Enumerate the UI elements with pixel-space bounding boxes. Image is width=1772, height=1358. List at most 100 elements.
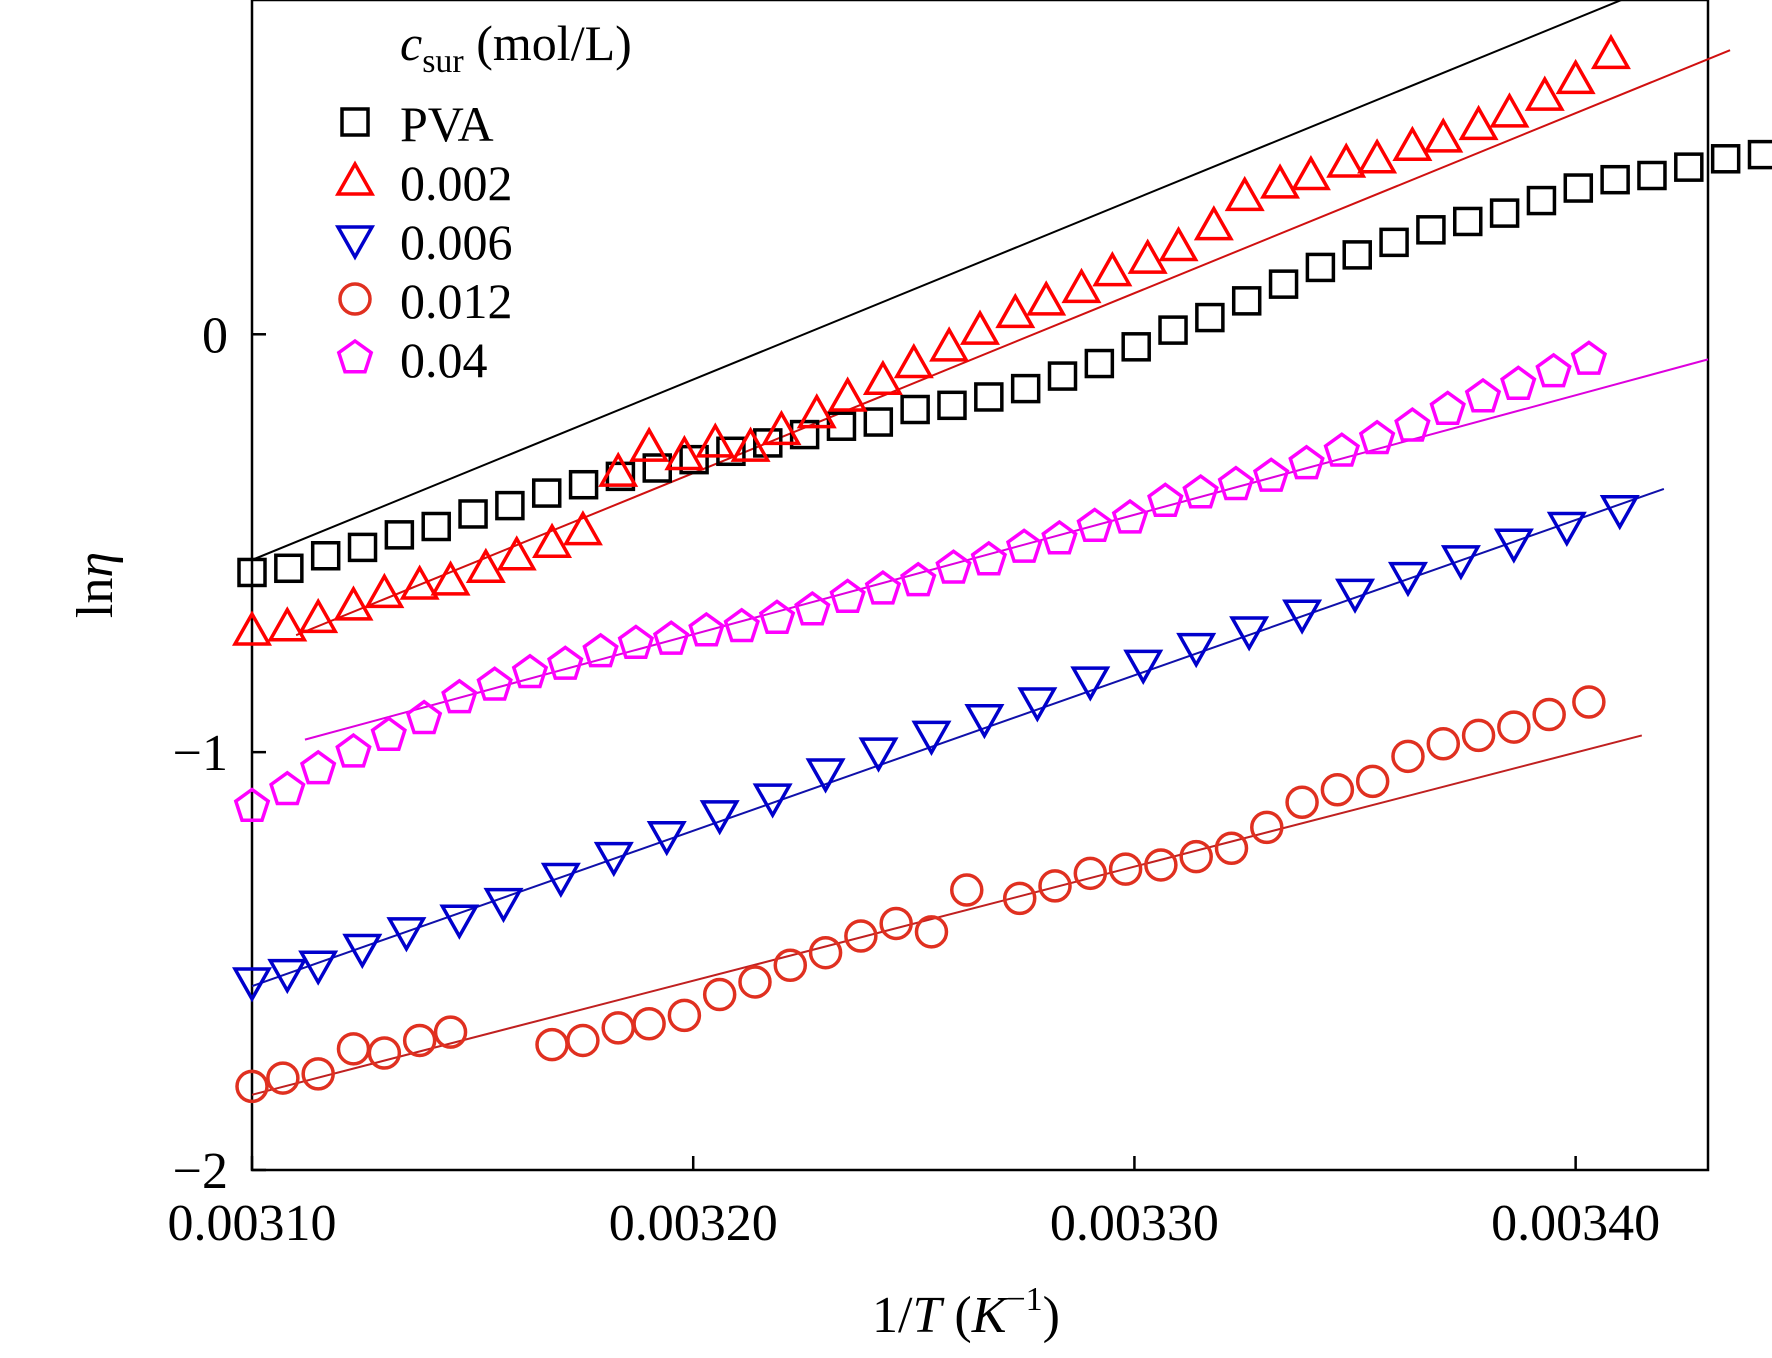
point-0-006 bbox=[1493, 528, 1534, 564]
point-0-012 bbox=[1144, 848, 1178, 882]
point-pva bbox=[421, 511, 451, 542]
point-0-002 bbox=[1026, 280, 1067, 316]
series-0-012 bbox=[235, 685, 1606, 1104]
point-0-04 bbox=[1570, 340, 1608, 375]
point-0-002 bbox=[1555, 58, 1596, 95]
legend-label-0-002: 0.002 bbox=[400, 155, 513, 211]
point-0-012 bbox=[950, 873, 984, 907]
point-0-04 bbox=[723, 607, 760, 643]
point-pva bbox=[1047, 361, 1078, 391]
x-tick-label: 0.00330 bbox=[1050, 1195, 1219, 1252]
fit-line-pva bbox=[251, 0, 1625, 561]
point-0-002 bbox=[298, 597, 339, 634]
point-0-012 bbox=[433, 1015, 468, 1049]
point-0-04 bbox=[1252, 457, 1290, 492]
point-0-012 bbox=[367, 1036, 402, 1070]
point-0-04 bbox=[547, 645, 584, 680]
point-pva bbox=[1158, 315, 1188, 345]
point-0-04 bbox=[511, 653, 549, 689]
point-pva bbox=[1710, 144, 1741, 174]
point-pva bbox=[1379, 227, 1409, 258]
point-0-012 bbox=[1355, 764, 1390, 799]
point-0-012 bbox=[844, 919, 878, 953]
point-0-04 bbox=[617, 624, 655, 660]
point-0-012 bbox=[566, 1023, 600, 1058]
point-0-002 bbox=[1392, 125, 1433, 161]
point-0-006 bbox=[1335, 578, 1376, 614]
point-0-012 bbox=[738, 965, 772, 999]
point-0-002 bbox=[496, 535, 537, 571]
point-0-006 bbox=[858, 737, 899, 773]
point-0-04 bbox=[1535, 352, 1572, 388]
point-0-012 bbox=[1073, 856, 1108, 891]
point-pva bbox=[679, 444, 709, 475]
point-pva bbox=[458, 499, 488, 529]
x-axis-title: 1/T (K−1) bbox=[872, 1281, 1060, 1344]
point-0-012 bbox=[1250, 810, 1284, 845]
point-0-012 bbox=[1038, 869, 1072, 903]
point-pva bbox=[1010, 373, 1041, 404]
point-0-012 bbox=[1108, 852, 1143, 886]
point-0-006 bbox=[964, 703, 1005, 740]
point-0-002 bbox=[1290, 154, 1331, 191]
point-0-04 bbox=[935, 549, 972, 584]
point-pva bbox=[1084, 348, 1115, 379]
point-0-006 bbox=[540, 862, 581, 899]
point-pva bbox=[863, 407, 894, 437]
x-tick-label: 0.00320 bbox=[609, 1195, 778, 1252]
point-0-04 bbox=[970, 540, 1008, 576]
point-0-002 bbox=[231, 610, 273, 646]
point-pva bbox=[1489, 198, 1520, 228]
point-0-006 bbox=[1282, 599, 1323, 635]
point-0-04 bbox=[1111, 498, 1149, 534]
legend-label-0-006: 0.006 bbox=[400, 214, 513, 270]
series-0-04 bbox=[233, 340, 1608, 822]
point-0-002 bbox=[893, 342, 934, 379]
point-0-012 bbox=[632, 1007, 666, 1041]
y-tick-label: −2 bbox=[173, 1143, 228, 1200]
point-0-04 bbox=[269, 770, 306, 806]
point-pva bbox=[1231, 286, 1262, 316]
point-0-04 bbox=[1464, 377, 1502, 413]
point-0-002 bbox=[664, 434, 705, 471]
y-tick-label: 0 bbox=[202, 307, 228, 364]
point-0-04 bbox=[1005, 528, 1043, 563]
point-0-012 bbox=[773, 948, 808, 982]
point-0-012 bbox=[1497, 710, 1531, 744]
point-0-04 bbox=[476, 666, 513, 701]
point-pva bbox=[237, 557, 267, 588]
point-0-002 bbox=[1357, 138, 1398, 174]
point-0-006 bbox=[386, 917, 427, 953]
point-0-006 bbox=[752, 783, 793, 819]
legend-label-0-012: 0.012 bbox=[400, 273, 513, 329]
point-0-006 bbox=[1387, 561, 1428, 598]
point-0-012 bbox=[1532, 697, 1566, 732]
point-0-012 bbox=[336, 1032, 371, 1066]
point-0-012 bbox=[667, 998, 702, 1033]
point-pva bbox=[1526, 185, 1557, 216]
point-0-002 bbox=[761, 409, 802, 446]
point-0-002 bbox=[562, 510, 603, 546]
point-0-012 bbox=[702, 977, 737, 1012]
point-0-002 bbox=[1224, 175, 1265, 212]
point-pva bbox=[1305, 252, 1336, 283]
point-0-012 bbox=[266, 1061, 300, 1095]
legend-marker-0-002 bbox=[334, 160, 376, 196]
data-markers bbox=[231, 33, 1772, 1104]
point-pva bbox=[1342, 240, 1372, 270]
point-pva bbox=[495, 490, 525, 521]
point-0-002 bbox=[1489, 92, 1530, 128]
point-0-04 bbox=[582, 632, 619, 668]
point-0-006 bbox=[439, 904, 480, 940]
point-0-002 bbox=[1458, 104, 1499, 141]
point-pva bbox=[1416, 215, 1446, 245]
point-0-04 bbox=[1076, 507, 1113, 543]
point-0-04 bbox=[1182, 473, 1219, 509]
point-0-04 bbox=[1217, 465, 1255, 501]
legend-label-pva: PVA bbox=[400, 96, 494, 152]
fit-line-0-002 bbox=[295, 49, 1731, 637]
fit-line-0-04 bbox=[304, 358, 1709, 741]
legend-marker-0-012 bbox=[338, 282, 372, 316]
legend-marker-0-006 bbox=[334, 225, 376, 261]
